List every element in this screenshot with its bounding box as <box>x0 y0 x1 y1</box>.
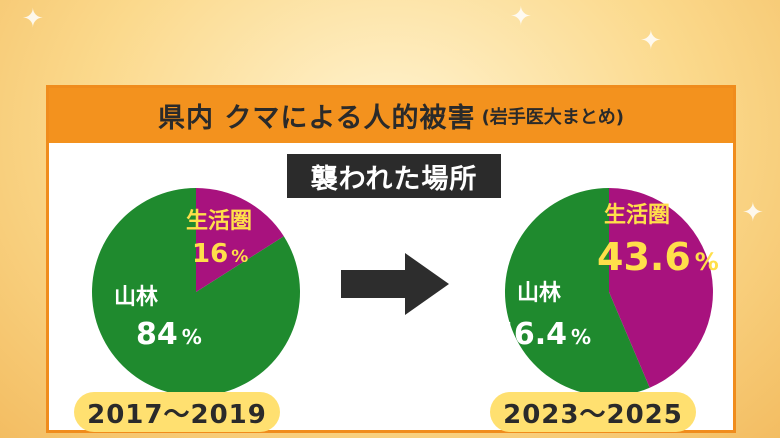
slice-label-living: 生活圏 <box>186 209 252 234</box>
period-label-2017-2019: 2017〜2019 <box>74 392 280 432</box>
right-arrow-icon <box>341 253 449 315</box>
chart-title: 県内 クマによる人的被害 <box>157 103 476 134</box>
pie-slice-living <box>196 188 284 292</box>
chart-panel: 県内 クマによる人的被害 (岩手医大まとめ) 襲われた場所 生活圏 16% 山林… <box>46 85 736 433</box>
slice-value-forest: 56.4% <box>493 317 591 352</box>
slice-value-living: 16% <box>192 239 248 269</box>
slice-label-forest: 山林 <box>517 281 561 306</box>
slice-label-forest: 山林 <box>114 285 158 310</box>
chart-title-note: (岩手医大まとめ) <box>481 106 625 128</box>
title-bar: 県内 クマによる人的被害 (岩手医大まとめ) <box>49 88 733 143</box>
pie-chart-2017-2019: 生活圏 16% 山林 84% <box>92 188 301 396</box>
pie-slice-forest <box>92 188 301 396</box>
pie-slice-forest <box>504 188 650 396</box>
slice-label-living: 生活圏 <box>604 203 670 228</box>
slice-value-forest: 84% <box>136 317 202 352</box>
period-label-2023-2025: 2023〜2025 <box>490 392 696 432</box>
slice-value-living: 43.6% <box>597 235 719 279</box>
chart-subtitle: 襲われた場所 <box>287 154 501 198</box>
pie-slice-living <box>609 188 713 388</box>
sparkle-icon: ✦ <box>640 26 662 56</box>
sparkle-icon: ✦ <box>22 4 44 34</box>
pie-chart-2023-2025: 生活圏 43.6% 山林 56.4% <box>493 188 719 396</box>
sparkle-icon: ✦ <box>510 2 532 32</box>
sparkle-icon: ✦ <box>742 198 764 228</box>
